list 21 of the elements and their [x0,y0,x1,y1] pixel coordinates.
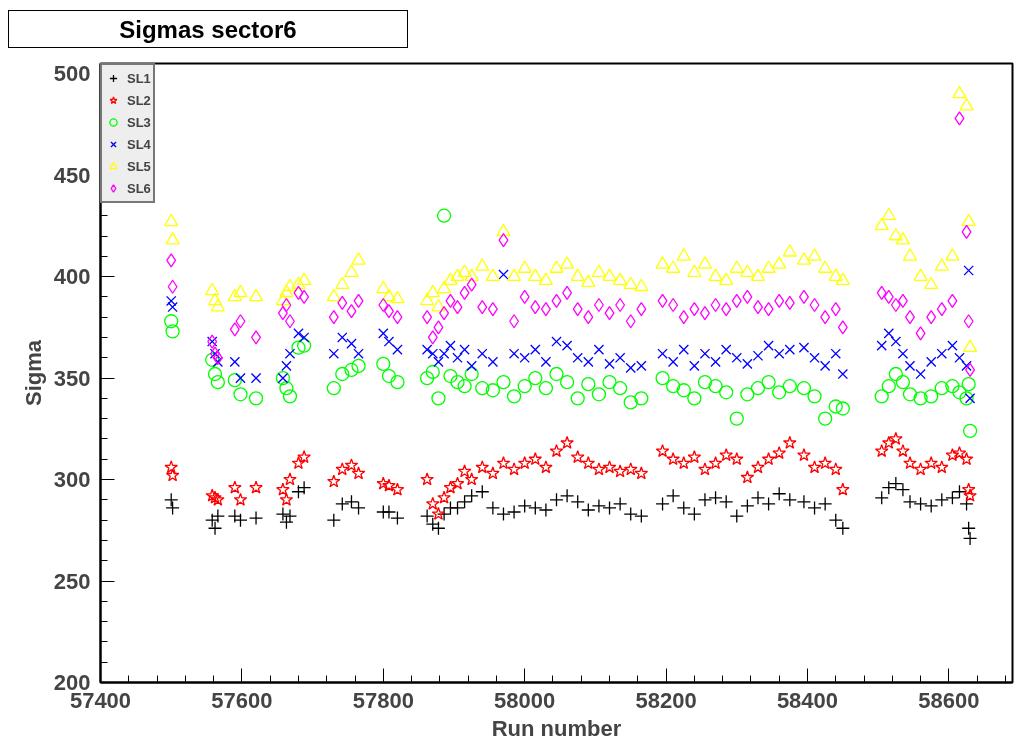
x-axis-title: Run number [491,715,622,741]
x-tick-label: 58200 [635,687,697,713]
legend-label: SL2 [127,91,151,110]
y-tick-label: 250 [53,568,91,594]
legend-label: SL5 [127,157,151,176]
chart-title: Sigmas sector6 [119,15,297,45]
legend-label: SL6 [127,179,151,198]
x-tick-label: 57800 [352,687,414,713]
y-tick-label: 450 [53,162,91,188]
legend-label: SL4 [127,135,151,154]
legend-label: SL1 [127,69,151,88]
y-tick-label: 350 [53,365,91,391]
x-tick-label: 58600 [918,687,980,713]
legend-label: SL3 [127,113,151,132]
y-tick-label: 300 [53,467,91,493]
y-axis-title: Sigma [20,339,46,407]
y-tick-label: 500 [53,61,91,87]
x-tick-label: 57600 [211,687,273,713]
x-tick-label: 58400 [776,687,839,713]
y-tick-label: 400 [53,264,91,290]
x-tick-label: 58000 [494,687,556,713]
